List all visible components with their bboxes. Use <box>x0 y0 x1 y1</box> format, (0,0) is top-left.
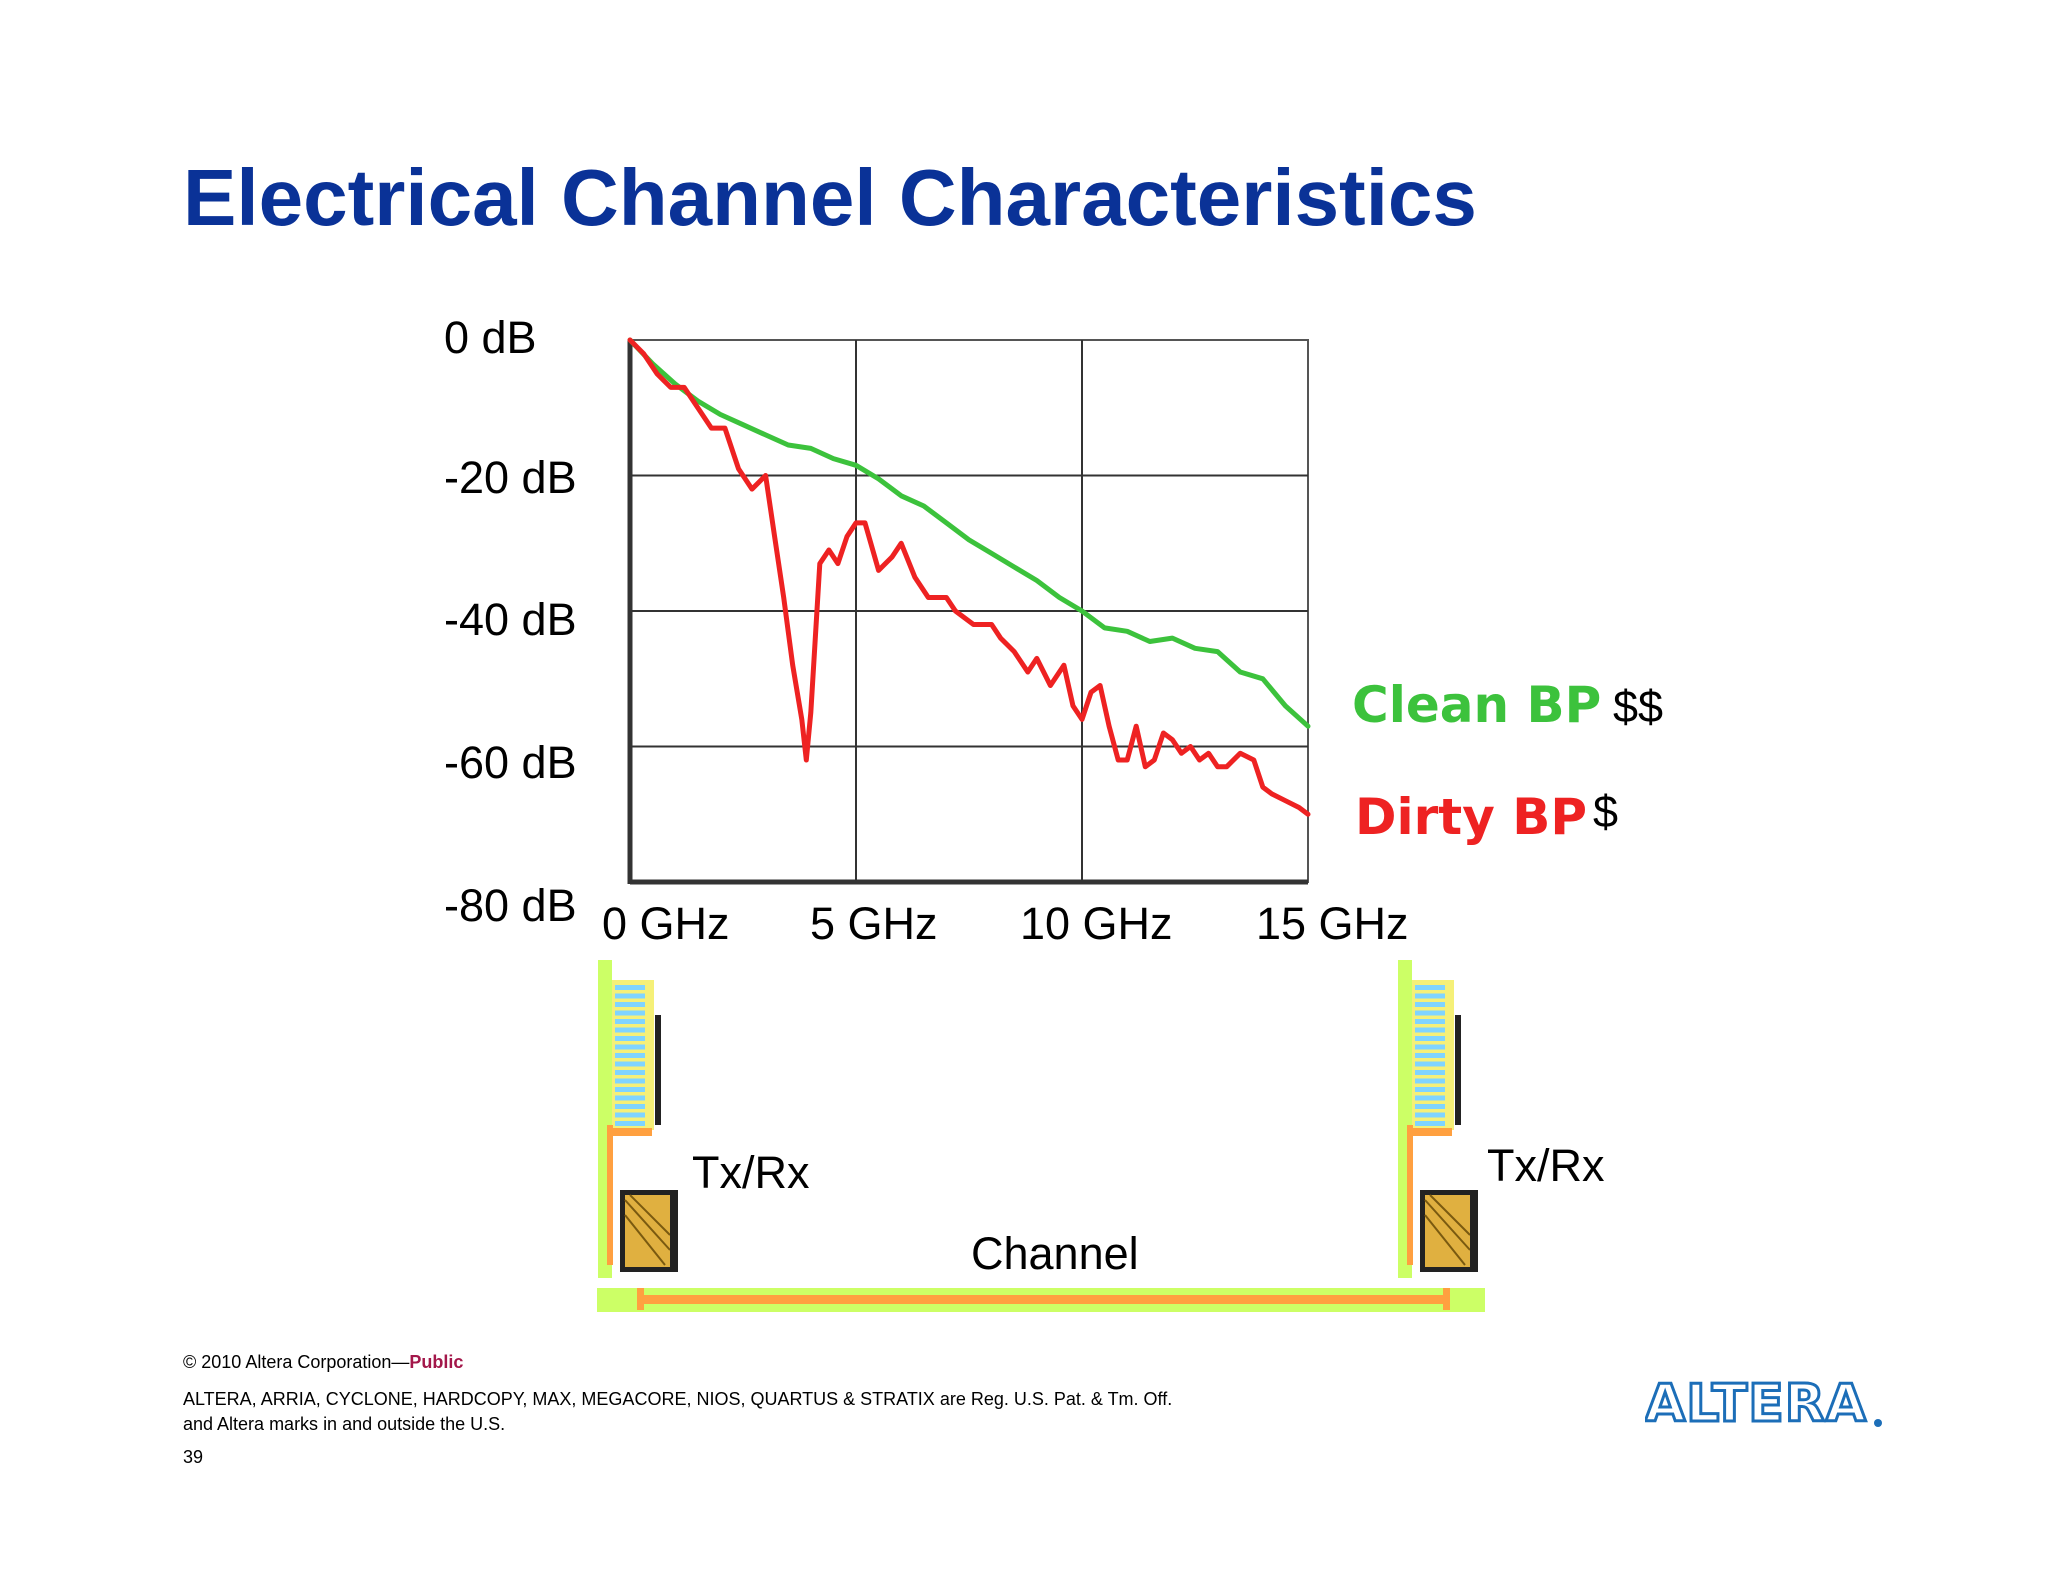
connector-pin <box>1415 1019 1445 1024</box>
connector-pin <box>1415 985 1445 990</box>
right-txrx-label: Tx/Rx <box>1487 1140 1605 1191</box>
connector-pin <box>615 985 645 990</box>
x-tick-label-1: 5 GHz <box>810 898 938 949</box>
backplane-board <box>597 1288 1485 1312</box>
slide-title: Electrical Channel Characteristics <box>183 153 1477 242</box>
connector-pin <box>615 1019 645 1024</box>
right-chip <box>1420 1190 1478 1272</box>
connector-pin <box>615 1070 645 1075</box>
connector-pin <box>615 993 645 999</box>
connector-pin <box>615 1053 645 1058</box>
connector-pin <box>1415 1027 1445 1033</box>
connector-pin <box>615 1044 645 1050</box>
channel-label: Channel <box>971 1228 1139 1279</box>
backplane-diagram <box>597 960 1485 1312</box>
trademark-line-2: and Altera marks in and outside the U.S. <box>183 1414 506 1434</box>
connector-pin <box>1415 1010 1445 1016</box>
y-tick-label-3: -60 dB <box>444 737 577 788</box>
connector-pin <box>615 1087 645 1092</box>
connector-pin <box>1415 1002 1445 1007</box>
x-tick-label-3: 15 GHz <box>1256 898 1409 949</box>
classification-public: Public <box>409 1352 464 1372</box>
copyright-text: © 2010 Altera Corporation— <box>183 1352 410 1372</box>
connector-pin <box>1415 1061 1445 1067</box>
chart-series <box>627 337 1311 817</box>
connector-pin <box>615 1036 645 1041</box>
x-tick-label-2: 10 GHz <box>1020 898 1173 949</box>
connector-pin <box>1415 1104 1445 1109</box>
connector-pin <box>1415 1070 1445 1075</box>
connector-pin <box>1415 993 1445 999</box>
left-line-card <box>598 960 678 1278</box>
connector-pin <box>1415 1087 1445 1092</box>
connector-pin <box>615 1061 645 1067</box>
legend-dirty-bp: Dirty BP <box>1355 788 1587 846</box>
connector-pin <box>615 1095 645 1101</box>
connector-pin <box>1415 1095 1445 1101</box>
left-chip <box>620 1190 678 1272</box>
legend-dirty-bp-cost: $ <box>1593 786 1619 837</box>
left-txrx-label: Tx/Rx <box>692 1147 810 1198</box>
connector-pin <box>1415 1112 1445 1118</box>
series-line-clean-bp <box>627 337 1311 729</box>
connector-pin <box>1415 1078 1445 1084</box>
logo-wordmark: ALTERA <box>1645 1375 1867 1431</box>
series-line-dirty-bp <box>627 337 1311 817</box>
connector-pin <box>1415 1053 1445 1058</box>
connector-pin <box>615 1078 645 1084</box>
connector-pin <box>615 1104 645 1109</box>
right-line-card <box>1398 960 1478 1278</box>
y-tick-label-2: -40 dB <box>444 594 577 645</box>
legend-clean-bp: Clean BP <box>1352 676 1602 734</box>
altera-logo: ALTERA <box>1645 1375 1882 1431</box>
connector-pin <box>1415 1036 1445 1041</box>
footer-trademarks: ALTERA, ARRIA, CYCLONE, HARDCOPY, MAX, M… <box>183 1387 1483 1437</box>
y-tick-label-4: -80 dB <box>444 880 577 931</box>
connector-pin <box>615 1112 645 1118</box>
page-number: 39 <box>183 1447 204 1467</box>
connector-pin <box>615 1121 645 1126</box>
connector-pin <box>615 1027 645 1033</box>
x-tick-label-0: 0 GHz <box>602 898 730 949</box>
legend-clean-bp-cost: $$ <box>1613 681 1664 732</box>
connector-pin <box>615 1010 645 1016</box>
connector-pin <box>1415 1044 1445 1050</box>
y-tick-label-0: 0 dB <box>444 312 537 363</box>
trademark-line-1: ALTERA, ARRIA, CYCLONE, HARDCOPY, MAX, M… <box>183 1389 1173 1409</box>
connector-pin <box>1415 1121 1445 1126</box>
y-tick-label-1: -20 dB <box>444 452 577 503</box>
connector-pin <box>615 1002 645 1007</box>
footer-copyright: © 2010 Altera Corporation—Public <box>183 1352 463 1373</box>
